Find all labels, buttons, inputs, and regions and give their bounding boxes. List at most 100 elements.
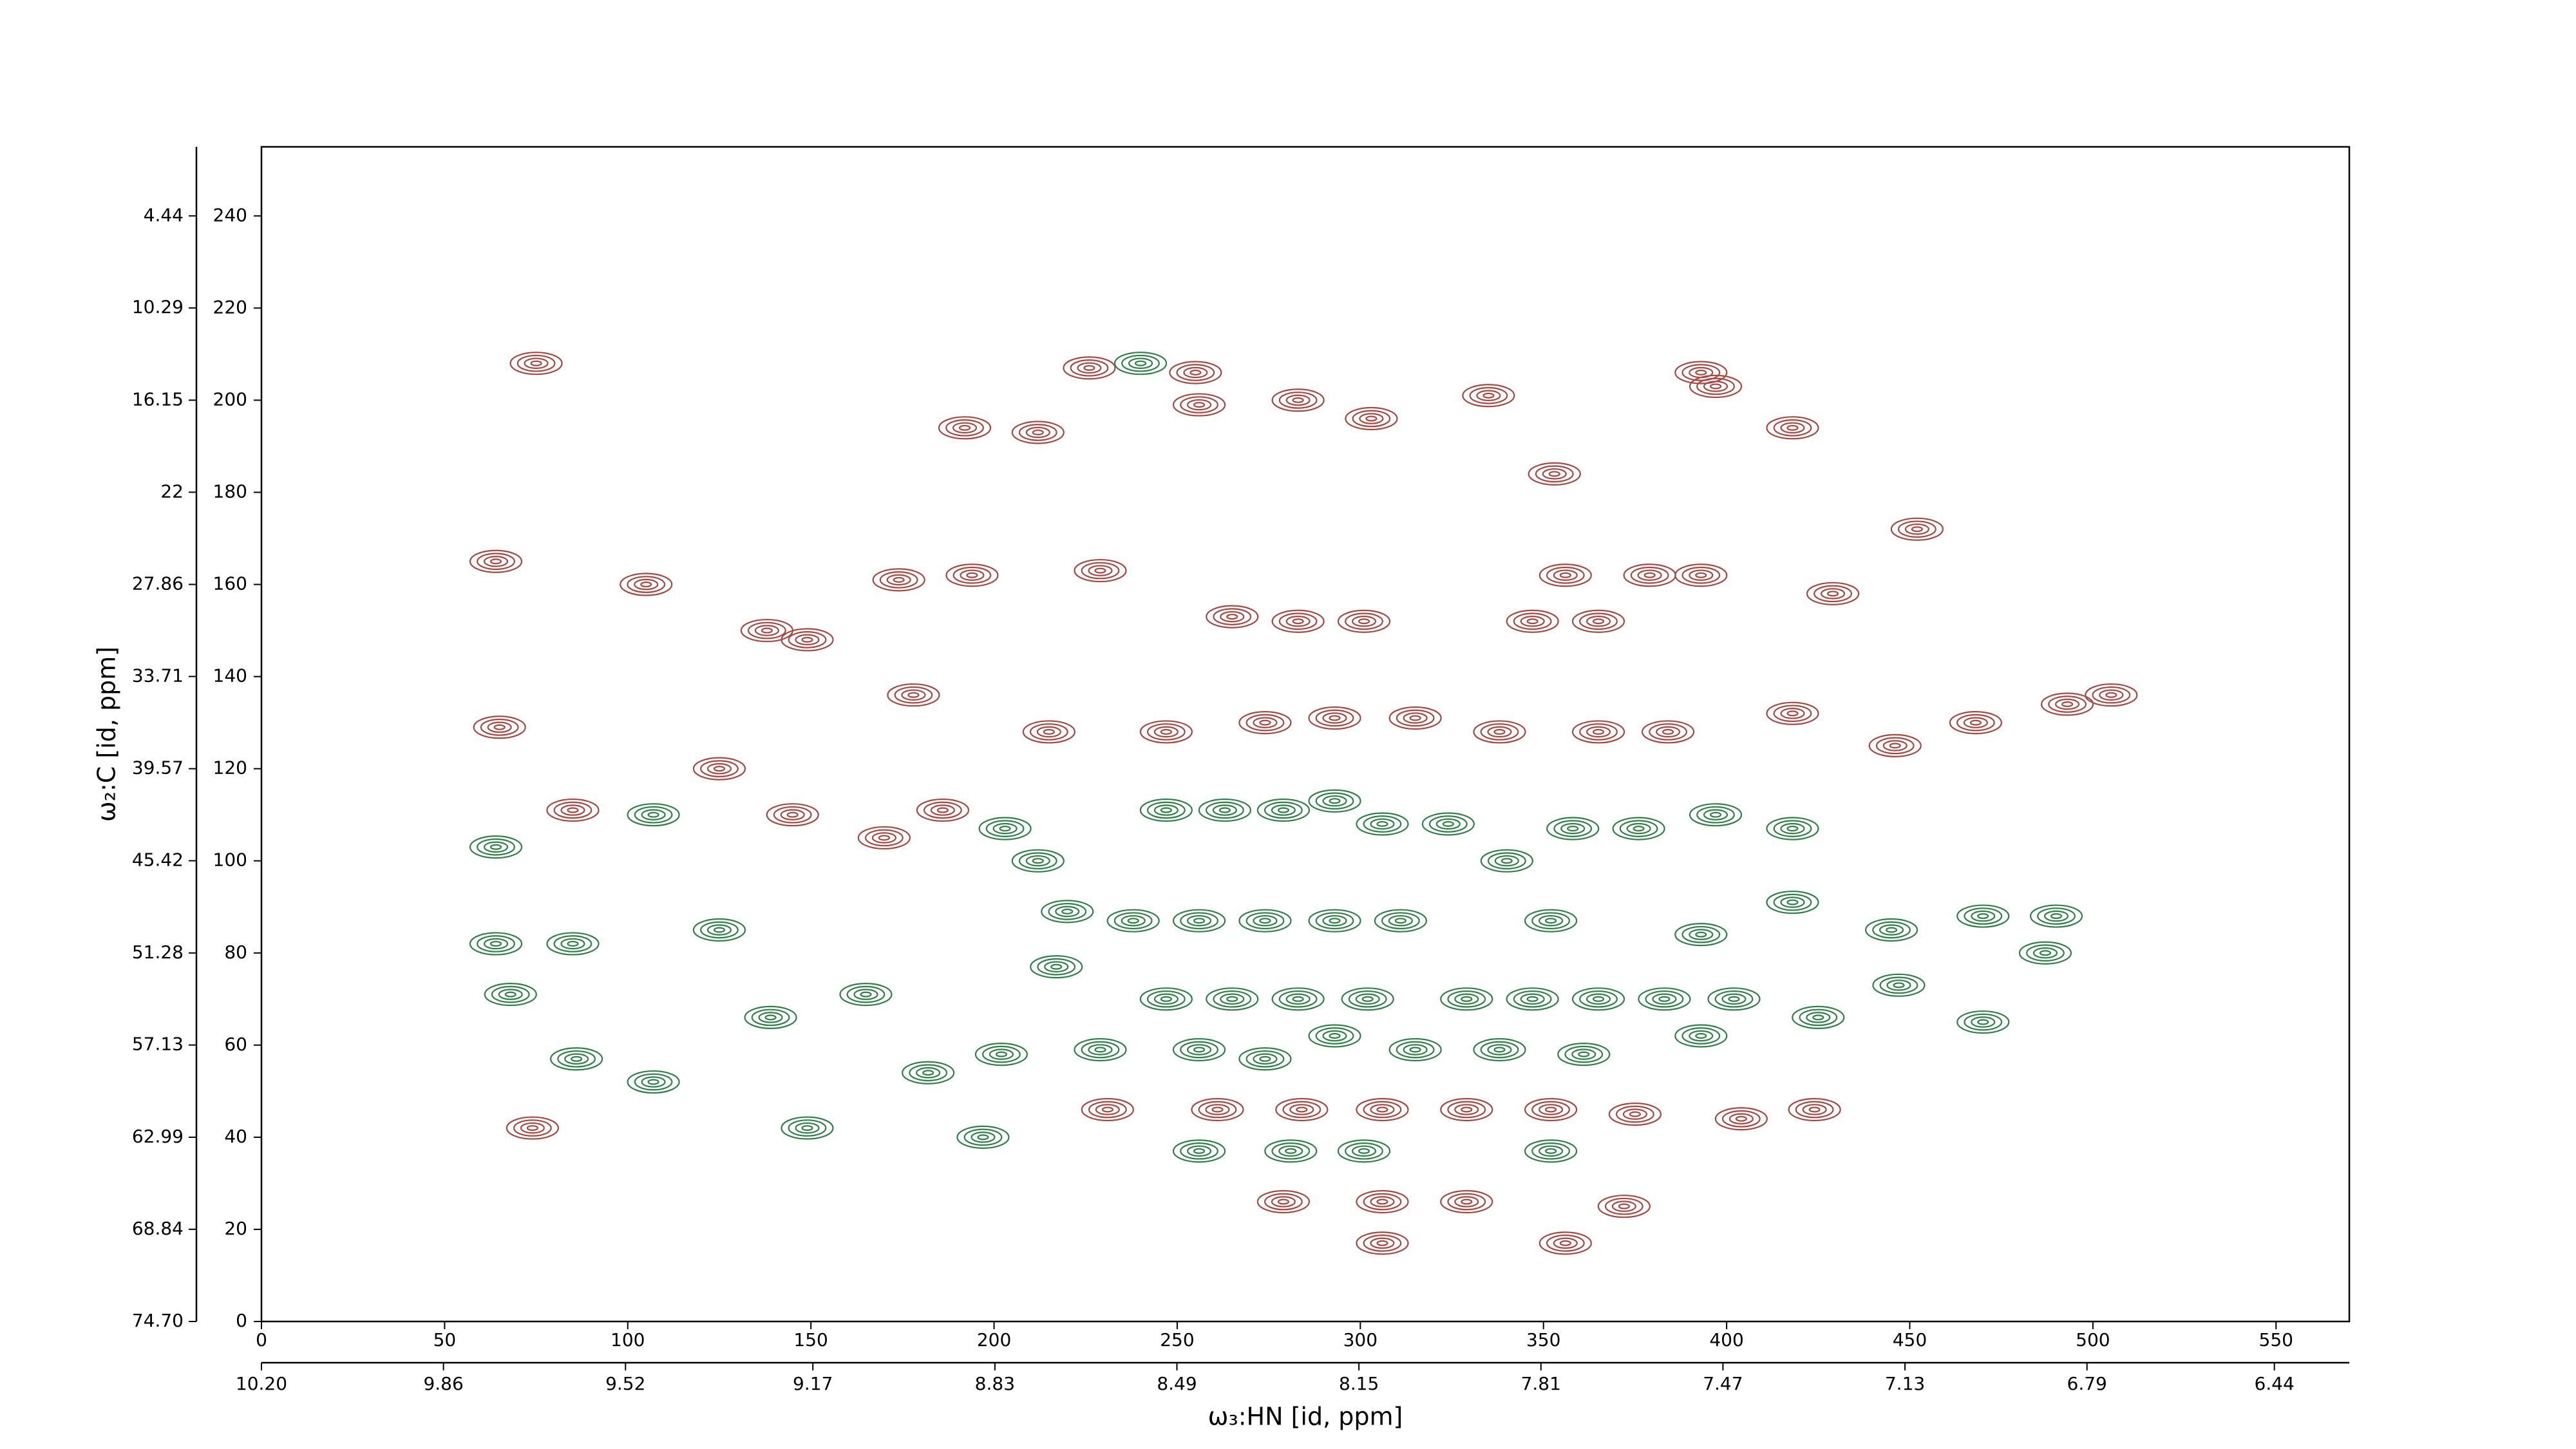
peak-contour [1461, 996, 1473, 1002]
peak [1030, 955, 1083, 979]
peak [1341, 987, 1394, 1011]
peak [1275, 1097, 1329, 1122]
peak-contour [1971, 910, 1996, 922]
peak-contour [1176, 364, 1215, 381]
peak [1524, 1139, 1578, 1163]
peak-contour [999, 826, 1011, 832]
peak-contour [1977, 913, 1989, 920]
peak-contour [1370, 1104, 1395, 1115]
peak-contour [1786, 710, 1799, 717]
peak-contour [1011, 849, 1065, 873]
peak [1707, 987, 1761, 1011]
peak-contour [781, 628, 834, 652]
peak-contour [1285, 1148, 1297, 1154]
peak-contour [1292, 996, 1304, 1002]
peak-contour [1964, 907, 2003, 925]
peak [484, 983, 537, 1007]
y2-tick-label: 4.44 [144, 204, 184, 225]
peak-contour [1571, 609, 1625, 633]
peak-contour [1213, 990, 1252, 1008]
y2-tick-label: 10.29 [132, 296, 184, 317]
y2-tick-label: 68.84 [132, 1218, 184, 1239]
peak-contour [1376, 1240, 1388, 1246]
peak-contour [1037, 958, 1076, 976]
peak [938, 416, 992, 440]
peak-contour [795, 1122, 820, 1134]
x2-tick-label: 8.49 [1157, 1373, 1197, 1394]
peak-contour [966, 572, 978, 578]
peak-contour [1029, 723, 1068, 741]
peak-contour [989, 1048, 1014, 1060]
peak [1689, 374, 1743, 399]
peak-contour [1480, 1041, 1519, 1059]
peak-contour [985, 820, 1025, 837]
peak-contour [1531, 1142, 1570, 1160]
peak [1011, 849, 1065, 873]
peak [1557, 1043, 1611, 1066]
peak [1788, 1097, 1841, 1122]
peak-contour [1559, 572, 1571, 578]
peak-contour [1308, 909, 1361, 933]
peak-contour [1212, 804, 1237, 816]
peak-contour [2037, 907, 2076, 925]
peak-contour [1264, 801, 1303, 819]
peak-contour [1546, 1235, 1585, 1252]
peak-contour [901, 689, 926, 701]
peak-contour [1351, 616, 1377, 627]
peak-contour [936, 807, 949, 813]
peak-contour [1146, 801, 1186, 819]
peak-contour [1277, 807, 1289, 813]
peak-contour [1394, 918, 1406, 924]
peak-contour [1396, 1041, 1435, 1059]
peak-contour [1388, 706, 1442, 730]
peak-contour [1461, 1198, 1473, 1205]
peak [1356, 1097, 1409, 1122]
peak [1766, 701, 1819, 725]
peak-contour [504, 991, 516, 998]
peak [550, 1047, 603, 1071]
y2-tick-label: 39.57 [132, 757, 184, 779]
peak-contour [700, 760, 739, 777]
peak-contour [1480, 849, 1533, 873]
peak [1473, 720, 1526, 744]
peak-contour [1356, 1097, 1409, 1122]
peak-contour [1553, 569, 1578, 581]
peak [1539, 1231, 1592, 1255]
peak-contour [1868, 734, 1922, 757]
peak-contour [1363, 1101, 1402, 1119]
peak-contour [1403, 712, 1428, 724]
peak [1506, 987, 1559, 1011]
peak [546, 932, 600, 956]
peak-contour [713, 766, 726, 772]
peak-contour [1160, 996, 1172, 1002]
peak-contour [1689, 803, 1743, 827]
peak-contour [1278, 392, 1318, 409]
peak-contour [1786, 424, 1799, 431]
peak [872, 568, 925, 592]
peak-contour [1172, 393, 1226, 417]
peak-contour [1259, 1056, 1271, 1062]
peak-contour [909, 1064, 948, 1082]
peak-contour [1645, 990, 1684, 1008]
peak-contour [2105, 692, 2117, 698]
peak-contour [1538, 1145, 1564, 1157]
peak-contour [1773, 705, 1812, 723]
peak-contour [1681, 566, 1721, 584]
peak-contour [1709, 811, 1722, 818]
peak-contour [1681, 1027, 1721, 1045]
peak-contour [1308, 706, 1361, 730]
peak-contour [1538, 914, 1564, 927]
peak [916, 798, 970, 822]
peak [469, 549, 523, 573]
peak-contour [1315, 709, 1354, 727]
peak [1766, 890, 1819, 914]
peak-contour [1160, 807, 1172, 813]
peak-contour [1592, 728, 1605, 735]
peak-contour [1506, 987, 1559, 1011]
peak-contour [1381, 912, 1420, 930]
peak [546, 798, 600, 822]
y-tick-label: 120 [213, 757, 247, 779]
peak-contour [692, 918, 746, 942]
peak-contour [1544, 918, 1557, 924]
peak [627, 1070, 680, 1094]
